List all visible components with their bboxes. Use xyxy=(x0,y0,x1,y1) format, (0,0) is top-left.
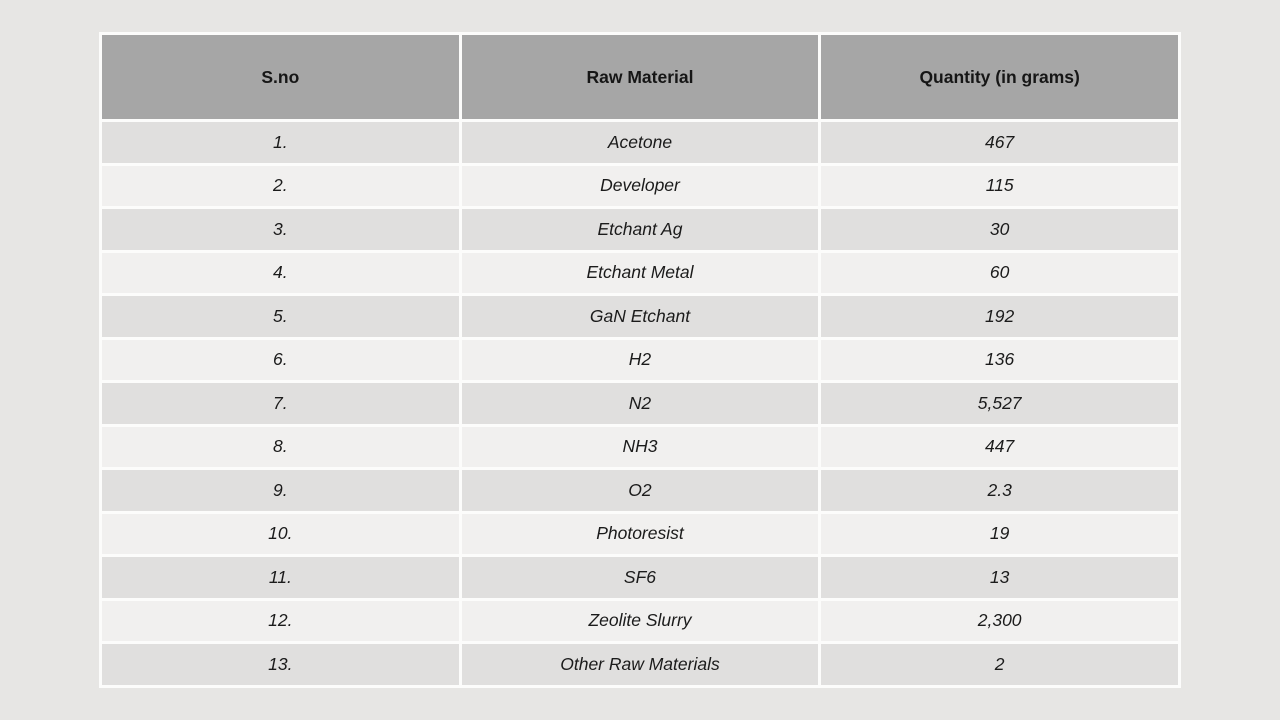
table-cell-sno: 3. xyxy=(99,206,462,253)
raw-materials-table: S.no Raw Material Quantity (in grams) 1. Ac… xyxy=(99,32,1181,688)
table-cell-quantity: 30 xyxy=(818,206,1181,253)
table-cell-material: SF6 xyxy=(458,554,822,601)
table-row: 3. Etchant Ag 30 xyxy=(99,206,1181,253)
table-cell-material: Etchant Metal xyxy=(458,249,822,296)
table-cell-sno: 10. xyxy=(99,510,462,557)
table-cell-sno: 6. xyxy=(99,336,462,383)
table-cell-quantity: 2.3 xyxy=(818,467,1181,514)
table-cell-material: NH3 xyxy=(458,423,822,470)
table-row: 11. SF6 13 xyxy=(99,554,1181,601)
table-cell-sno: 13. xyxy=(99,641,462,688)
table-cell-quantity: 115 xyxy=(818,162,1181,209)
table-cell-material: Other Raw Materials xyxy=(458,641,822,688)
table-cell-material: N2 xyxy=(458,380,822,427)
table-row: 13. Other Raw Materials 2 xyxy=(99,641,1181,688)
table-cell-quantity: 447 xyxy=(818,423,1181,470)
table-cell-sno: 1. xyxy=(99,119,462,166)
table-cell-quantity: 60 xyxy=(818,249,1181,296)
column-header-material: Raw Material xyxy=(458,32,822,122)
table-cell-quantity: 5,527 xyxy=(818,380,1181,427)
table-row: 7. N2 5,527 xyxy=(99,380,1181,427)
table-cell-sno: 4. xyxy=(99,249,462,296)
table-cell-sno: 12. xyxy=(99,597,462,644)
table-row: 6. H2 136 xyxy=(99,336,1181,383)
table-row: 8. NH3 447 xyxy=(99,423,1181,470)
table-cell-quantity: 2,300 xyxy=(818,597,1181,644)
table-row: 9. O2 2.3 xyxy=(99,467,1181,514)
table-cell-sno: 5. xyxy=(99,293,462,340)
table-cell-material: Photoresist xyxy=(458,510,822,557)
table-cell-quantity: 136 xyxy=(818,336,1181,383)
table-row: 2. Developer 115 xyxy=(99,162,1181,209)
table-cell-material: Etchant Ag xyxy=(458,206,822,253)
table-cell-quantity: 192 xyxy=(818,293,1181,340)
table-row: 12. Zeolite Slurry 2,300 xyxy=(99,597,1181,644)
table-cell-quantity: 467 xyxy=(818,119,1181,166)
table-row: 4. Etchant Metal 60 xyxy=(99,249,1181,296)
table-cell-quantity: 19 xyxy=(818,510,1181,557)
table-cell-sno: 7. xyxy=(99,380,462,427)
table-cell-material: Zeolite Slurry xyxy=(458,597,822,644)
table-cell-sno: 11. xyxy=(99,554,462,601)
column-header-sno: S.no xyxy=(99,32,462,122)
table-cell-material: GaN Etchant xyxy=(458,293,822,340)
column-header-quantity: Quantity (in grams) xyxy=(818,32,1181,122)
table-cell-material: H2 xyxy=(458,336,822,383)
table-cell-material: Developer xyxy=(458,162,822,209)
table-header-row: S.no Raw Material Quantity (in grams) xyxy=(99,32,1181,122)
table-cell-material: O2 xyxy=(458,467,822,514)
table-row: 5. GaN Etchant 192 xyxy=(99,293,1181,340)
table-cell-sno: 2. xyxy=(99,162,462,209)
table-cell-material: Acetone xyxy=(458,119,822,166)
table-cell-quantity: 2 xyxy=(818,641,1181,688)
table-cell-sno: 8. xyxy=(99,423,462,470)
table-row: 1. Acetone 467 xyxy=(99,119,1181,166)
table-row: 10. Photoresist 19 xyxy=(99,510,1181,557)
table-cell-sno: 9. xyxy=(99,467,462,514)
table-cell-quantity: 13 xyxy=(818,554,1181,601)
